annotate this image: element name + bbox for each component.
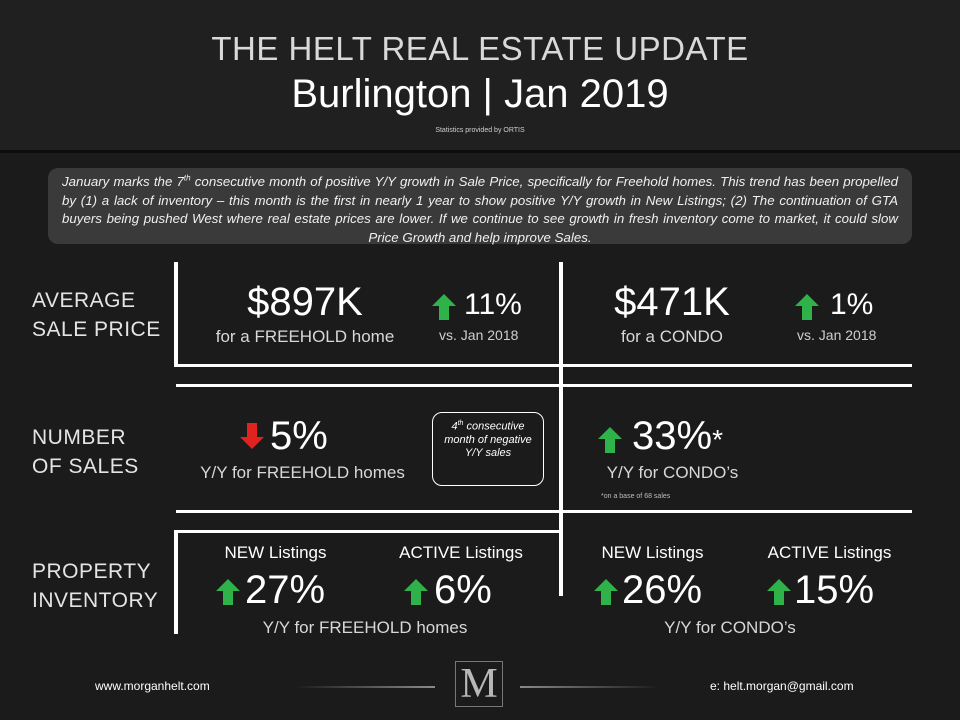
divider-left-row3-top xyxy=(176,530,562,533)
monogram-logo: M xyxy=(455,661,503,707)
condo-sales-asterisk: * xyxy=(712,424,723,455)
freehold-avg-price: $897K xyxy=(247,280,363,324)
summary-text-part2: consecutive month of positive Y/Y growth… xyxy=(62,174,898,245)
row-label-line2: SALE PRICE xyxy=(32,318,161,341)
condo-new-listings-value: 26% xyxy=(622,568,703,612)
row-label-line1: NUMBER xyxy=(32,426,127,449)
condo-active-listings-label: ACTIVE Listings xyxy=(767,543,892,562)
divider-right-row1-bottom xyxy=(559,364,912,367)
row-label-line1: PROPERTY xyxy=(32,560,152,583)
divider-left-row3 xyxy=(174,530,178,634)
condo-price-change: 1% xyxy=(830,288,874,321)
callout-bubble: 4th consecutive month of negative Y/Y sa… xyxy=(432,412,544,486)
condo-inventory-caption: Y/Y for CONDO’s xyxy=(664,618,796,637)
up-arrow-icon xyxy=(432,294,456,320)
divider-row2-top xyxy=(176,384,912,387)
row-label-property-inventory: PROPERTY INVENTORY xyxy=(32,557,158,615)
freehold-inventory-caption: Y/Y for FREEHOLD homes xyxy=(262,618,468,637)
row-label-line2: OF SALES xyxy=(32,455,139,478)
callout-text-part1: 4 xyxy=(451,420,458,433)
divider-left-row1 xyxy=(174,262,178,366)
row-label-number-of-sales: NUMBER OF SALES xyxy=(32,423,139,481)
up-arrow-icon xyxy=(767,579,791,605)
summary-box: January marks the 7th consecutive month … xyxy=(48,168,912,245)
freehold-price-change: 11% xyxy=(464,288,522,321)
statistics-credit: Statistics provided by ORTIS xyxy=(435,127,525,134)
row-label-line2: INVENTORY xyxy=(32,589,159,612)
freehold-new-listings-label: NEW Listings xyxy=(224,543,327,562)
freehold-active-listings-label: ACTIVE Listings xyxy=(399,543,523,562)
divider-row2-bottom xyxy=(176,510,912,513)
condo-new-listings-label: NEW Listings xyxy=(601,543,704,562)
divider-left-row1-bottom xyxy=(174,364,563,367)
condo-avg-price: $471K xyxy=(614,280,730,324)
freehold-new-listings-value: 27% xyxy=(245,568,326,612)
divider-center xyxy=(559,262,563,596)
condo-sales-change: 33%* xyxy=(632,414,723,459)
freehold-sales-change: 5% xyxy=(270,414,328,458)
freehold-sales-label: Y/Y for FREEHOLD homes xyxy=(200,463,405,482)
row-label-line1: AVERAGE xyxy=(32,289,136,312)
freehold-avg-price-label: for a FREEHOLD home xyxy=(215,327,395,346)
website-link[interactable]: www.morganhelt.com xyxy=(95,679,210,693)
logo-letter: M xyxy=(460,661,498,707)
freehold-price-compare: vs. Jan 2018 xyxy=(439,327,519,343)
report-title: THE HELT REAL ESTATE UPDATE xyxy=(211,30,749,67)
row-label-average-sale-price: AVERAGE SALE PRICE xyxy=(32,286,161,344)
down-arrow-icon xyxy=(240,423,264,449)
summary-text-part1: January marks the 7 xyxy=(62,174,184,189)
callout-text-part2: consecutive month of negative Y/Y sales xyxy=(444,420,532,459)
condo-sales-change-value: 33% xyxy=(632,414,713,458)
up-arrow-icon xyxy=(795,294,819,320)
freehold-active-listings-value: 6% xyxy=(434,568,492,612)
header-band xyxy=(0,0,960,153)
condo-sales-label: Y/Y for CONDO’s xyxy=(606,463,739,482)
footer-divider-right xyxy=(520,686,660,688)
condo-price-compare: vs. Jan 2018 xyxy=(797,327,877,343)
summary-superscript: th xyxy=(183,173,191,183)
condo-active-listings-value: 15% xyxy=(794,568,875,612)
footer-divider-left xyxy=(295,686,435,688)
email-link[interactable]: e: helt.morgan@gmail.com xyxy=(710,679,854,693)
report-subtitle: Burlington | Jan 2019 xyxy=(291,72,669,116)
callout-superscript: th xyxy=(457,420,464,427)
condo-avg-price-label: for a CONDO xyxy=(620,327,724,346)
up-arrow-icon xyxy=(598,427,622,453)
condo-sales-footnote: *on a base of 68 sales xyxy=(601,493,671,500)
up-arrow-icon xyxy=(594,579,618,605)
up-arrow-icon xyxy=(404,579,428,605)
up-arrow-icon xyxy=(216,579,240,605)
